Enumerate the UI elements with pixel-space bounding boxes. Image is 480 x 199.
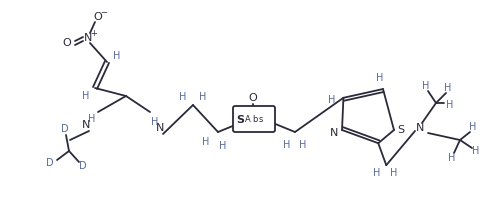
FancyBboxPatch shape <box>232 106 275 132</box>
Text: H: H <box>202 137 209 147</box>
Text: +: + <box>90 28 97 37</box>
Text: H: H <box>327 95 335 105</box>
Text: b: b <box>252 115 257 125</box>
Text: O: O <box>94 12 102 22</box>
Text: H: H <box>372 168 379 178</box>
Text: H: H <box>445 100 453 110</box>
Text: O: O <box>248 93 257 103</box>
Text: D: D <box>79 161 86 171</box>
Text: N: N <box>415 123 423 133</box>
Text: H: H <box>283 140 290 150</box>
Text: H: H <box>468 122 476 132</box>
Text: H: H <box>444 83 451 93</box>
Text: O: O <box>62 38 71 48</box>
Text: D: D <box>61 124 69 134</box>
Text: H: H <box>82 91 89 101</box>
Text: H: H <box>179 92 186 102</box>
Text: S: S <box>236 115 243 125</box>
Text: H: H <box>421 81 429 91</box>
Text: H: H <box>151 117 158 127</box>
Text: S: S <box>396 125 404 135</box>
Text: N: N <box>84 33 92 43</box>
Text: D: D <box>46 158 54 168</box>
Text: N: N <box>156 123 164 133</box>
Text: H: H <box>389 168 396 178</box>
Text: N: N <box>82 120 90 130</box>
Text: H: H <box>113 51 120 61</box>
Text: H: H <box>447 153 455 163</box>
Text: A: A <box>245 115 251 125</box>
Text: N: N <box>329 128 337 138</box>
Text: H: H <box>219 141 226 151</box>
Text: H: H <box>199 92 206 102</box>
Text: H: H <box>299 140 306 150</box>
Text: −: − <box>100 9 107 18</box>
Text: H: H <box>88 114 96 124</box>
Text: H: H <box>375 73 383 83</box>
Text: s: s <box>258 115 263 125</box>
Text: H: H <box>471 146 479 156</box>
